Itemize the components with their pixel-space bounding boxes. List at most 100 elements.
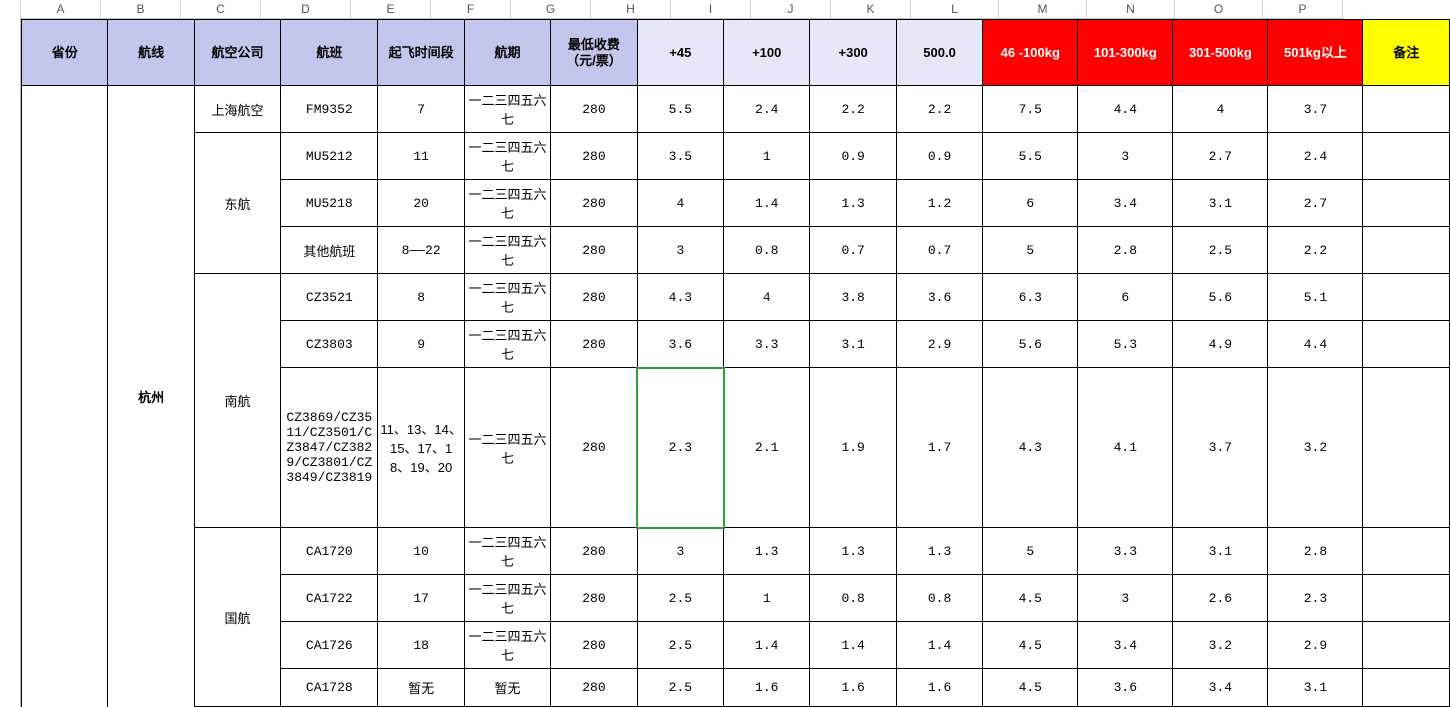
cell-w501[interactable]: 2.7: [1268, 180, 1363, 227]
cell-period[interactable]: 一二三四五六七: [464, 528, 550, 575]
cell-w301[interactable]: 3.1: [1173, 180, 1268, 227]
cell-note[interactable]: [1363, 528, 1450, 575]
cell-w46[interactable]: 5.6: [983, 321, 1078, 368]
cell-dep[interactable]: 7: [378, 86, 464, 133]
cell-dep[interactable]: 17: [378, 575, 464, 622]
cell-note[interactable]: [1363, 227, 1450, 274]
cell-w301[interactable]: 5.6: [1173, 274, 1268, 321]
hdr-airline[interactable]: 航空公司: [194, 20, 280, 86]
cell-dep[interactable]: 10: [378, 528, 464, 575]
cell-dep[interactable]: 18: [378, 622, 464, 669]
cell-dep[interactable]: 8——22: [378, 227, 464, 274]
cell-p300[interactable]: 1.3: [810, 528, 896, 575]
cell-airline[interactable]: 南航: [194, 274, 280, 528]
cell-p45[interactable]: 3: [637, 528, 723, 575]
cell-period[interactable]: 一二三四五六七: [464, 321, 550, 368]
cell-period[interactable]: 一二三四五六七: [464, 274, 550, 321]
cell-w301[interactable]: 3.1: [1173, 528, 1268, 575]
cell-w101[interactable]: 5.3: [1078, 321, 1173, 368]
cell-note[interactable]: [1363, 86, 1450, 133]
cell-p300[interactable]: 0.8: [810, 575, 896, 622]
cell-dep[interactable]: 20: [378, 180, 464, 227]
cell-w101[interactable]: 4.4: [1078, 86, 1173, 133]
cell-w501[interactable]: 2.4: [1268, 133, 1363, 180]
cell-w501[interactable]: 3.2: [1268, 368, 1363, 528]
hdr-p45[interactable]: +45: [637, 20, 723, 86]
cell-dep[interactable]: 11、13、14、15、17、18、19、20: [378, 368, 464, 528]
cell-w301[interactable]: 3.2: [1173, 622, 1268, 669]
cell-w46[interactable]: 6: [983, 180, 1078, 227]
cell-w301[interactable]: 3.4: [1173, 669, 1268, 707]
cell-airline[interactable]: 上海航空: [194, 86, 280, 133]
hdr-w301[interactable]: 301-500kg: [1173, 20, 1268, 86]
cell-p45[interactable]: 5.5: [637, 86, 723, 133]
cell-flight[interactable]: CA1722: [281, 575, 378, 622]
cell-p300[interactable]: 1.3: [810, 180, 896, 227]
cell-p500[interactable]: 0.8: [896, 575, 982, 622]
cell-p300[interactable]: 0.9: [810, 133, 896, 180]
cell-p45[interactable]: 2.5: [637, 622, 723, 669]
cell-min[interactable]: 280: [551, 133, 637, 180]
hdr-w101[interactable]: 101-300kg: [1078, 20, 1173, 86]
cell-p300[interactable]: 1.9: [810, 368, 896, 528]
hdr-p500[interactable]: 500.0: [896, 20, 982, 86]
hdr-p300[interactable]: +300: [810, 20, 896, 86]
cell-w101[interactable]: 3: [1078, 133, 1173, 180]
cell-period[interactable]: 一二三四五六七: [464, 622, 550, 669]
cell-p100[interactable]: 4: [724, 274, 810, 321]
col-letter[interactable]: D: [261, 0, 351, 19]
cell-w101[interactable]: 3: [1078, 575, 1173, 622]
cell-min[interactable]: 280: [551, 669, 637, 707]
cell-w46[interactable]: 5: [983, 227, 1078, 274]
cell-w46[interactable]: 4.5: [983, 669, 1078, 707]
hdr-w501[interactable]: 501kg以上: [1268, 20, 1363, 86]
cell-p100[interactable]: 0.8: [724, 227, 810, 274]
col-letter[interactable]: L: [911, 0, 999, 19]
cell-w46[interactable]: 7.5: [983, 86, 1078, 133]
cell-p100[interactable]: 2.1: [724, 368, 810, 528]
cell-airline[interactable]: 东航: [194, 133, 280, 274]
cell-flight[interactable]: CA1728: [281, 669, 378, 707]
cell-p500[interactable]: 2.2: [896, 86, 982, 133]
col-letter[interactable]: A: [21, 0, 101, 19]
col-letter[interactable]: G: [511, 0, 591, 19]
cell-period[interactable]: 一二三四五六七: [464, 575, 550, 622]
cell-w101[interactable]: 3.4: [1078, 180, 1173, 227]
cell-p100[interactable]: 2.4: [724, 86, 810, 133]
cell-p100[interactable]: 1: [724, 133, 810, 180]
cell-min[interactable]: 280: [551, 528, 637, 575]
col-letter[interactable]: C: [181, 0, 261, 19]
cell-w501[interactable]: 2.9: [1268, 622, 1363, 669]
cell-flight[interactable]: CA1726: [281, 622, 378, 669]
cell-p100[interactable]: 1.4: [724, 622, 810, 669]
cell-min[interactable]: 280: [551, 368, 637, 528]
cell-w301[interactable]: 2.6: [1173, 575, 1268, 622]
col-letter[interactable]: H: [591, 0, 671, 19]
cell-p300[interactable]: 3.1: [810, 321, 896, 368]
cell-period[interactable]: 一二三四五六七: [464, 368, 550, 528]
cell-w101[interactable]: 3.3: [1078, 528, 1173, 575]
cell-p300[interactable]: 0.7: [810, 227, 896, 274]
cell-route[interactable]: 杭州: [108, 86, 194, 707]
cell-note[interactable]: [1363, 669, 1450, 707]
cell-flight[interactable]: CA1720: [281, 528, 378, 575]
cell-w46[interactable]: 4.3: [983, 368, 1078, 528]
cell-p45[interactable]: 4.3: [637, 274, 723, 321]
cell-p500[interactable]: 0.7: [896, 227, 982, 274]
cell-p500[interactable]: 1.3: [896, 528, 982, 575]
hdr-note[interactable]: 备注: [1363, 20, 1450, 86]
col-letter[interactable]: F: [431, 0, 511, 19]
cell-p500[interactable]: 1.6: [896, 669, 982, 707]
cell-flight[interactable]: 其他航班: [281, 227, 378, 274]
cell-min[interactable]: 280: [551, 227, 637, 274]
cell-w46[interactable]: 6.3: [983, 274, 1078, 321]
cell-flight[interactable]: FM9352: [281, 86, 378, 133]
hdr-province[interactable]: 省份: [22, 20, 108, 86]
cell-dep[interactable]: 11: [378, 133, 464, 180]
cell-p300[interactable]: 1.6: [810, 669, 896, 707]
hdr-route[interactable]: 航线: [108, 20, 194, 86]
cell-w301[interactable]: 2.7: [1173, 133, 1268, 180]
cell-p45[interactable]: 4: [637, 180, 723, 227]
cell-p45[interactable]: 3.5: [637, 133, 723, 180]
cell-w46[interactable]: 4.5: [983, 575, 1078, 622]
